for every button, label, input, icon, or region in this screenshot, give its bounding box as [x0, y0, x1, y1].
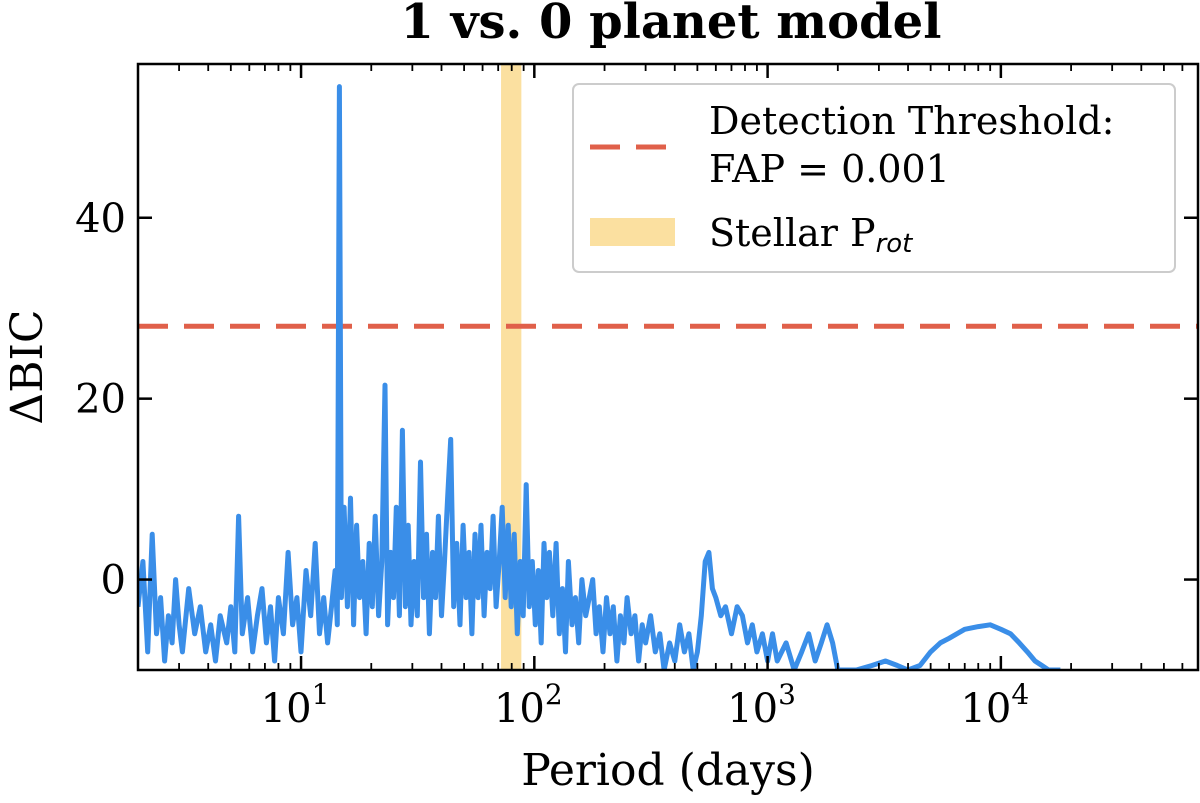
y-axis-ticks: 0 20 40	[75, 196, 1198, 604]
x-tick-label-base: 10	[727, 686, 778, 732]
legend-box	[572, 83, 1176, 273]
x-axis-label: Period (days)	[521, 745, 815, 796]
x-tick-label-base: 10	[494, 686, 545, 732]
x-tick-label: 104	[960, 678, 1029, 732]
y-tick-label: 40	[75, 196, 126, 242]
legend-prot-swatch	[590, 218, 675, 246]
x-tick-label: 103	[727, 678, 796, 732]
x-tick-label-exponent: 4	[1011, 678, 1029, 711]
y-tick-label: 0	[101, 558, 126, 604]
y-tick-label: 20	[75, 377, 126, 423]
legend-prot-label: Stellar Prot	[709, 211, 913, 259]
x-tick-label: 102	[494, 678, 563, 732]
plot-frame	[136, 62, 1200, 672]
x-tick-label-base: 10	[261, 686, 312, 732]
x-tick-label-exponent: 3	[778, 678, 796, 711]
legend: Detection Threshold: FAP = 0.001 Stellar…	[572, 83, 1176, 273]
x-tick-label-exponent: 2	[545, 678, 563, 711]
legend-prot-label-sub: rot	[876, 229, 914, 259]
x-tick-label-base: 10	[960, 686, 1011, 732]
x-axis-ticks: 101 102 103 104	[137, 64, 1199, 732]
x-tick-label-exponent: 1	[312, 678, 330, 711]
stellar-prot-band	[501, 64, 522, 670]
legend-threshold-label-line2: FAP = 0.001	[709, 147, 950, 191]
bic-periodogram-line	[138, 84, 1061, 670]
x-tick-label: 101	[261, 678, 330, 732]
y-axis-label: ΔBIC	[2, 309, 53, 424]
legend-threshold-label-line1: Detection Threshold:	[709, 99, 1114, 143]
legend-prot-label-main: Stellar P	[709, 211, 876, 255]
chart-title: 1 vs. 0 planet model	[401, 0, 942, 50]
